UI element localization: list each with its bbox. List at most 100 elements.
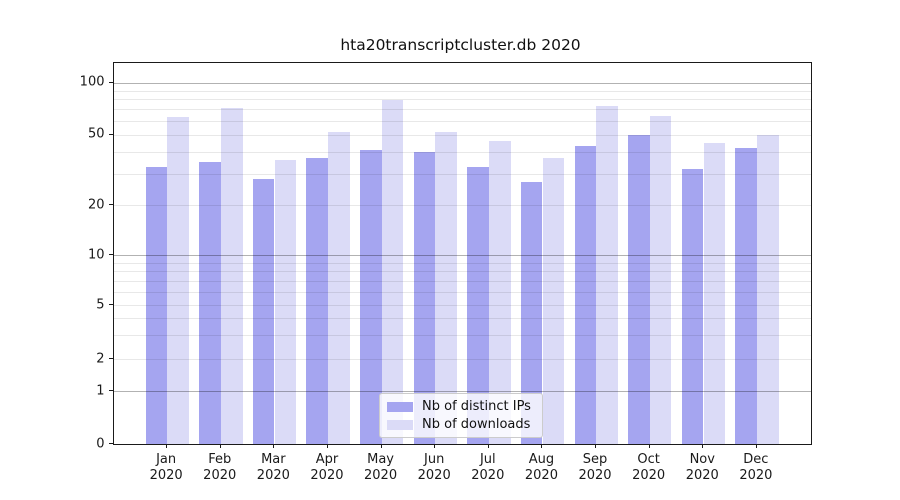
x-tick-mark-feb bbox=[219, 444, 221, 448]
gridline-minor-80 bbox=[113, 99, 811, 101]
x-tick-label-month: Nov bbox=[689, 452, 715, 467]
x-tick-label-year: 2020 bbox=[524, 468, 558, 483]
gridline-minor-70 bbox=[113, 109, 811, 111]
bar-downloads-oct bbox=[649, 116, 672, 444]
bar-downloads-jun bbox=[435, 131, 457, 444]
y-tick-mark-50 bbox=[108, 133, 113, 135]
bar-downloads-sep bbox=[596, 106, 618, 444]
x-tick-label-year: 2020 bbox=[578, 468, 612, 483]
gridline-major-100 bbox=[113, 82, 811, 84]
chart-title: hta20transcriptcluster.db 2020 bbox=[340, 36, 581, 54]
bar-downloads-nov bbox=[703, 142, 726, 444]
y-tick-mark-2 bbox=[108, 358, 113, 360]
y-tick-label-10: 10 bbox=[87, 247, 105, 263]
x-tick-label-year: 2020 bbox=[685, 468, 719, 483]
x-tick-label-month: Sep bbox=[582, 452, 608, 467]
x-tick-label-month: Jun bbox=[424, 452, 445, 467]
x-tick-label-mar: Mar 2020 bbox=[243, 452, 303, 484]
bar-distinct-ips-aug bbox=[520, 182, 543, 444]
bar-distinct-ips-apr bbox=[306, 157, 328, 444]
y-tick-label-5: 5 bbox=[96, 297, 105, 313]
bar-downloads-dec bbox=[757, 134, 779, 444]
x-tick-mark-may bbox=[380, 444, 382, 448]
bar-distinct-ips-mar bbox=[252, 179, 275, 444]
x-tick-label-year: 2020 bbox=[203, 468, 237, 483]
x-tick-mark-jan bbox=[166, 444, 168, 448]
legend-label-distinct-ips: Nb of distinct IPs bbox=[422, 399, 531, 414]
x-tick-label-year: 2020 bbox=[417, 468, 451, 483]
bar-downloads-apr bbox=[328, 131, 350, 444]
x-tick-label-month: Mar bbox=[261, 452, 286, 467]
x-tick-label-aug: Aug 2020 bbox=[511, 452, 571, 484]
legend-label-downloads: Nb of downloads bbox=[422, 417, 531, 432]
x-tick-label-year: 2020 bbox=[364, 468, 398, 483]
x-tick-mark-oct bbox=[648, 444, 650, 448]
x-tick-label-dec: Dec 2020 bbox=[726, 452, 786, 484]
x-tick-label-month: Apr bbox=[315, 452, 339, 467]
x-tick-label-year: 2020 bbox=[632, 468, 666, 483]
bar-distinct-ips-may bbox=[360, 149, 382, 444]
bar-downloads-mar bbox=[274, 160, 297, 444]
x-tick-label-month: Jul bbox=[479, 452, 496, 467]
x-tick-label-month: Oct bbox=[637, 452, 660, 467]
bar-distinct-ips-jun bbox=[413, 151, 436, 444]
x-tick-label-apr: Apr 2020 bbox=[297, 452, 357, 484]
bar-distinct-ips-nov bbox=[681, 169, 704, 444]
x-tick-label-sep: Sep 2020 bbox=[565, 452, 625, 484]
y-tick-label-2: 2 bbox=[96, 351, 105, 367]
x-tick-label-month: Jan bbox=[156, 452, 177, 467]
bar-distinct-ips-sep bbox=[574, 146, 597, 444]
x-tick-mark-jul bbox=[487, 444, 489, 448]
y-tick-label-1: 1 bbox=[96, 383, 105, 399]
x-tick-label-jan: Jan 2020 bbox=[136, 452, 196, 484]
y-tick-label-20: 20 bbox=[87, 197, 105, 213]
bar-distinct-ips-jul bbox=[467, 166, 489, 444]
x-tick-label-may: May 2020 bbox=[351, 452, 411, 484]
x-tick-label-jun: Jun 2020 bbox=[404, 452, 464, 484]
bar-downloads-jan bbox=[167, 117, 189, 444]
x-tick-label-feb: Feb 2020 bbox=[190, 452, 250, 484]
y-tick-label-50: 50 bbox=[87, 126, 105, 142]
y-tick-label-100: 100 bbox=[79, 74, 105, 90]
legend-swatch-distinct-ips-icon bbox=[387, 401, 413, 412]
x-tick-label-jul: Jul 2020 bbox=[458, 452, 518, 484]
legend-entry-distinct-ips: Nb of distinct IPs bbox=[387, 399, 531, 414]
bar-downloads-feb bbox=[221, 108, 243, 444]
y-tick-mark-10 bbox=[108, 254, 113, 256]
x-tick-label-year: 2020 bbox=[739, 468, 773, 483]
gridline-minor-90 bbox=[113, 90, 811, 92]
bar-distinct-ips-dec bbox=[735, 148, 757, 444]
x-tick-mark-sep bbox=[595, 444, 597, 448]
gridline-minor-50 bbox=[113, 134, 811, 136]
y-tick-mark-1 bbox=[108, 390, 113, 392]
y-tick-mark-0 bbox=[108, 443, 113, 444]
x-tick-mark-mar bbox=[273, 444, 275, 448]
bar-distinct-ips-jan bbox=[145, 166, 168, 444]
x-tick-label-month: May bbox=[367, 452, 394, 467]
plot-area bbox=[112, 62, 812, 445]
x-tick-mark-nov bbox=[702, 444, 704, 448]
x-tick-mark-dec bbox=[755, 444, 757, 448]
gridline-minor-60 bbox=[113, 120, 811, 122]
bar-distinct-ips-feb bbox=[199, 162, 221, 444]
legend-swatch-downloads-icon bbox=[387, 419, 413, 430]
y-tick-mark-100 bbox=[108, 81, 113, 83]
legend: Nb of distinct IPs Nb of downloads bbox=[379, 393, 543, 438]
y-tick-label-0: 0 bbox=[96, 436, 105, 451]
y-tick-mark-20 bbox=[108, 204, 113, 206]
bar-downloads-jul bbox=[489, 141, 511, 444]
x-tick-label-year: 2020 bbox=[471, 468, 505, 483]
bar-downloads-aug bbox=[542, 157, 565, 444]
x-tick-mark-apr bbox=[326, 444, 328, 448]
legend-entry-downloads: Nb of downloads bbox=[387, 417, 531, 432]
bar-downloads-may bbox=[381, 99, 404, 444]
x-tick-label-oct: Oct 2020 bbox=[619, 452, 679, 484]
x-tick-label-month: Dec bbox=[743, 452, 769, 467]
x-tick-label-year: 2020 bbox=[149, 468, 183, 483]
x-tick-label-year: 2020 bbox=[256, 468, 290, 483]
bar-distinct-ips-oct bbox=[628, 134, 650, 444]
y-tick-mark-5 bbox=[108, 304, 113, 306]
x-tick-label-month: Feb bbox=[208, 452, 232, 467]
x-tick-label-month: Aug bbox=[528, 452, 555, 467]
